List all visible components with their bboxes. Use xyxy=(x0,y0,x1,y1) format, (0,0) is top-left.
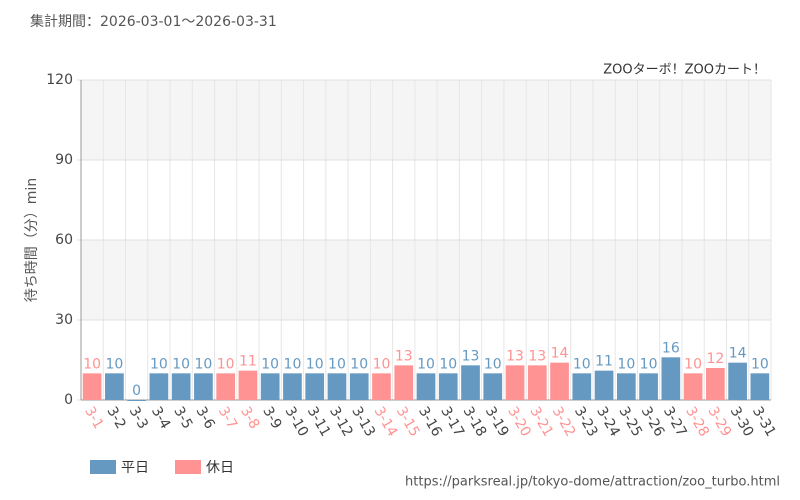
y-tick-label: 90 xyxy=(55,152,73,168)
bar xyxy=(349,373,369,400)
x-tick-label: 3-4 xyxy=(148,404,173,432)
data-label: 10 xyxy=(150,356,168,372)
bar xyxy=(639,373,658,400)
bar xyxy=(550,362,569,400)
source-url: https://parksreal.jp/tokyo-dome/attracti… xyxy=(405,475,780,490)
bar xyxy=(728,362,747,400)
x-tick-label: 3-7 xyxy=(215,404,240,432)
data-label: 0 xyxy=(132,383,141,399)
bar xyxy=(594,370,614,400)
data-label: 10 xyxy=(417,356,435,372)
legend-swatch xyxy=(90,460,116,474)
y-tick-label: 0 xyxy=(64,392,73,408)
bar xyxy=(572,373,592,400)
data-label: 13 xyxy=(506,348,524,364)
data-label: 10 xyxy=(328,356,346,372)
data-label: 16 xyxy=(662,340,680,356)
grid-band xyxy=(81,80,771,160)
data-label: 10 xyxy=(373,356,391,372)
data-label: 14 xyxy=(551,346,569,362)
bar xyxy=(527,365,547,400)
x-tick-label: 3-8 xyxy=(237,404,262,432)
bar xyxy=(171,373,191,400)
bar xyxy=(505,365,525,400)
bar xyxy=(194,373,213,400)
bar xyxy=(216,373,236,400)
data-label: 10 xyxy=(83,356,101,372)
bar xyxy=(105,373,124,400)
y-tick-label: 30 xyxy=(55,312,73,328)
bar xyxy=(127,400,146,401)
data-label: 11 xyxy=(595,354,613,370)
bar xyxy=(327,373,347,400)
y-tick-label: 60 xyxy=(55,232,73,248)
legend-swatch xyxy=(175,460,201,474)
bar xyxy=(283,373,302,400)
bar xyxy=(394,365,414,400)
x-tick-label: 3-2 xyxy=(103,404,128,432)
data-label: 10 xyxy=(105,356,123,372)
data-label: 12 xyxy=(706,351,724,367)
x-tick-label: 3-31 xyxy=(749,404,779,440)
data-label: 10 xyxy=(684,356,702,372)
bar xyxy=(616,373,636,400)
bar xyxy=(305,373,325,400)
bar xyxy=(661,357,681,400)
bar xyxy=(372,373,391,400)
x-tick-label: 3-5 xyxy=(170,404,195,432)
data-label: 10 xyxy=(751,356,769,372)
bar xyxy=(461,365,480,400)
data-label: 14 xyxy=(729,346,747,362)
data-label: 11 xyxy=(239,354,257,370)
bar xyxy=(683,373,703,400)
bar xyxy=(438,373,458,400)
legend-label: 休日 xyxy=(206,460,234,476)
data-label: 10 xyxy=(261,356,279,372)
bar xyxy=(82,373,102,400)
y-axis-label: 待ち時間（分）min xyxy=(24,178,40,302)
data-label: 10 xyxy=(484,356,502,372)
data-label: 13 xyxy=(395,348,413,364)
data-label: 13 xyxy=(462,348,480,364)
bar xyxy=(483,373,503,400)
legend-label: 平日 xyxy=(121,460,149,476)
bar xyxy=(750,373,770,400)
data-label: 10 xyxy=(172,356,190,372)
bar xyxy=(706,368,725,400)
x-tick-label: 3-3 xyxy=(126,404,151,432)
data-label: 10 xyxy=(306,356,324,372)
bar xyxy=(238,370,258,400)
data-label: 10 xyxy=(439,356,457,372)
data-label: 10 xyxy=(573,356,591,372)
chart-subtitle: ZOOターボ！ZOOカート！ xyxy=(603,63,766,78)
data-label: 10 xyxy=(640,356,658,372)
data-label: 10 xyxy=(217,356,235,372)
bar xyxy=(149,373,169,400)
data-label: 10 xyxy=(617,356,635,372)
data-label: 10 xyxy=(350,356,368,372)
y-tick-label: 120 xyxy=(46,72,73,88)
bar xyxy=(416,373,436,400)
data-label: 13 xyxy=(528,348,546,364)
data-label: 10 xyxy=(195,356,213,372)
bar xyxy=(260,373,280,400)
x-tick-label: 3-1 xyxy=(81,404,106,432)
x-tick-label: 3-9 xyxy=(259,404,284,432)
x-tick-label: 3-6 xyxy=(192,404,217,432)
grid-band xyxy=(81,240,771,320)
data-label: 10 xyxy=(284,356,302,372)
chart-title: 集計期間：2026-03-01～2026-03-31 xyxy=(30,13,277,30)
